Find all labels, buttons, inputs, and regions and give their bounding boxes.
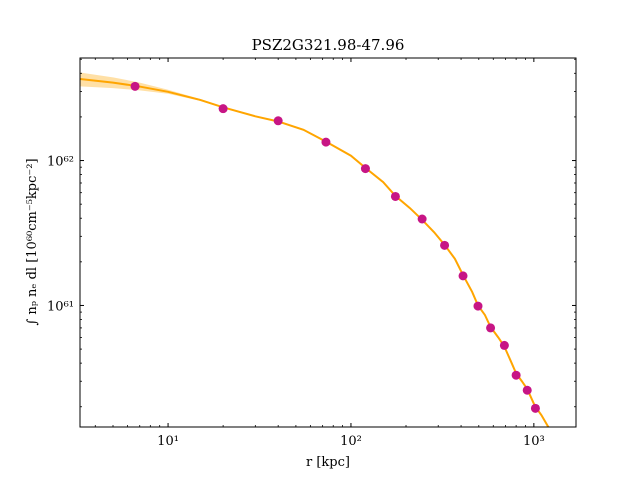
axes-frame bbox=[79, 57, 577, 428]
data-point bbox=[473, 301, 483, 311]
data-point bbox=[458, 271, 468, 281]
x-tick-label: 10² bbox=[340, 434, 362, 449]
y-tick-label: 10⁶² bbox=[47, 155, 74, 170]
data-point bbox=[273, 116, 283, 126]
y-tick-label: 10⁶¹ bbox=[47, 299, 74, 314]
series-group bbox=[80, 72, 550, 427]
data-point bbox=[440, 240, 450, 250]
data-point bbox=[390, 191, 400, 201]
data-point bbox=[522, 385, 532, 395]
chart-title: PSZ2G321.98-47.96 bbox=[252, 36, 405, 54]
data-point bbox=[417, 214, 427, 224]
data-point bbox=[218, 104, 228, 114]
data-point bbox=[130, 81, 140, 91]
data-point bbox=[360, 164, 370, 174]
x-tick-label: 10¹ bbox=[157, 434, 179, 449]
x-tick-label: 10³ bbox=[523, 434, 545, 449]
data-point bbox=[486, 323, 496, 333]
data-point bbox=[321, 137, 331, 147]
data-point bbox=[499, 340, 509, 350]
y-axis-label: ∫ nₚ nₑ dl [10⁶⁰cm⁻⁵kpc⁻²] bbox=[25, 158, 40, 325]
data-point bbox=[511, 370, 521, 380]
x-axis-label: r [kpc] bbox=[306, 455, 350, 470]
data-point bbox=[530, 403, 540, 413]
plot-area: 10¹ 10² 10³ 10⁶¹ 10⁶² bbox=[47, 57, 577, 449]
